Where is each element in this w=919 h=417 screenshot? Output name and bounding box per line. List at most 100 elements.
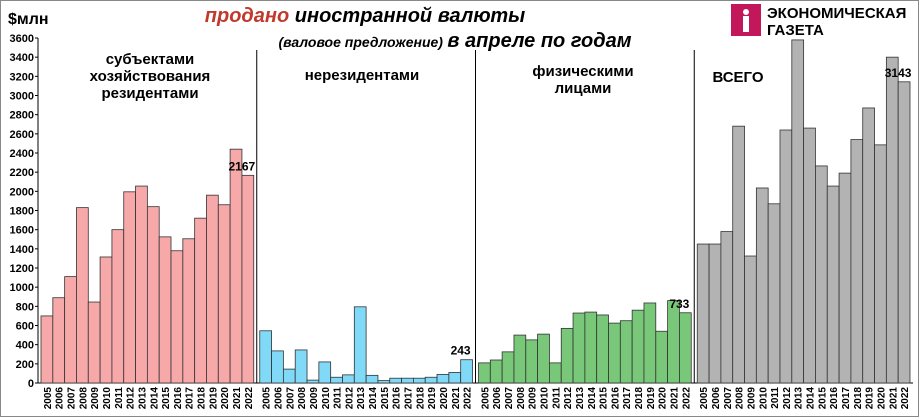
x-tick-label: 2010 [758,387,769,410]
bar [720,231,734,384]
y-tick-label: 800 [16,301,34,313]
x-tick-label: 2019 [865,387,876,410]
x-tick-label: 2020 [439,387,450,410]
x-tick-label: 2005 [43,387,54,410]
bar [631,309,645,384]
x-tick-label: 2017 [622,387,633,410]
logo-text: ГАЗЕТА [767,22,824,39]
bar [655,330,669,384]
data-label: 243 [451,344,471,358]
x-tick-label: 2007 [285,387,296,410]
x-tick-label: 2014 [149,387,160,410]
bar [259,330,272,384]
bar [572,312,586,384]
x-tick-label: 2015 [380,387,391,410]
bar [619,320,633,384]
x-tick-label: 2006 [492,387,503,410]
y-tick-label: 2000 [10,186,34,198]
logo-figure [743,16,749,32]
bar [513,334,527,384]
x-tick-label: 2006 [273,387,284,410]
x-tick-label: 2020 [658,387,669,410]
y-tick-label: 2400 [10,148,34,160]
x-tick-label: 2011 [770,387,781,409]
bar [850,139,864,384]
x-tick-label: 2008 [735,387,746,410]
x-tick-label: 2013 [356,387,367,410]
x-tick-label: 2013 [137,387,148,410]
bar [874,144,887,384]
bar [76,207,89,384]
x-tick-label: 2009 [90,387,101,410]
bar [123,191,136,384]
x-tick-label: 2008 [297,387,308,410]
bar [732,125,745,384]
y-tick-label: 3000 [10,91,34,103]
bar [667,300,680,384]
x-tick-label: 2013 [575,387,586,410]
bar [696,243,710,384]
bar [99,256,113,384]
bar [608,322,621,384]
data-label: 3143 [885,66,912,80]
data-label: 2167 [228,159,255,173]
bar [803,127,816,384]
x-tick-label: 2022 [463,387,474,410]
bar [826,185,840,384]
x-tick-label: 2016 [610,387,621,410]
bar [885,56,899,384]
x-tick-label: 2019 [208,387,219,410]
y-tick-label: 0 [28,378,34,390]
x-tick-label: 2015 [599,387,610,410]
bar [755,187,769,384]
y-tick-label: 2200 [10,167,34,179]
bar [229,148,243,384]
x-tick-label: 2010 [102,387,113,410]
bar [537,333,550,384]
panel-label: хозяйствования [90,68,211,85]
logo-text: ЭКОНОМИЧЕСКАЯ [767,5,906,22]
bar [862,107,875,384]
x-tick-label: 2005 [699,387,710,410]
x-tick-label: 2022 [681,387,692,410]
x-tick-label: 2010 [321,387,332,410]
bar [389,377,402,384]
data-label: 733 [669,297,689,311]
bar [501,351,515,384]
x-tick-label: 2005 [480,387,491,410]
bar [413,377,426,384]
y-tick-label: 1600 [10,225,34,237]
y-tick-label: 1200 [10,263,34,275]
bar [679,312,692,384]
title-highlight: продано [205,5,289,27]
bar [838,172,852,384]
y-tick-label: 2600 [10,129,34,141]
x-tick-label: 2019 [646,387,657,410]
y-tick-label: 600 [16,321,34,333]
bar [170,250,184,384]
subtitle-note: (валовое предложение) [278,34,443,50]
bar [436,373,450,384]
bar [549,362,562,384]
y-tick-label: 1000 [10,282,34,294]
x-tick-label: 2012 [126,387,137,410]
x-tick-label: 2012 [563,387,574,410]
logo-figure [743,9,749,15]
bar [282,368,296,384]
y-tick-label: 2800 [10,110,34,122]
x-tick-label: 2009 [309,387,320,410]
bar [182,238,196,384]
x-tick-label: 2011 [333,387,344,409]
bar [146,206,160,384]
bar [111,229,125,384]
x-tick-label: 2018 [634,387,645,410]
x-tick-label: 2009 [746,387,757,410]
x-tick-label: 2019 [427,387,438,410]
bar [52,297,66,384]
x-tick-label: 2008 [516,387,527,410]
x-tick-label: 2010 [540,387,551,410]
bar [596,314,609,384]
bar [365,374,379,384]
bar [206,194,219,384]
bar [424,376,438,384]
